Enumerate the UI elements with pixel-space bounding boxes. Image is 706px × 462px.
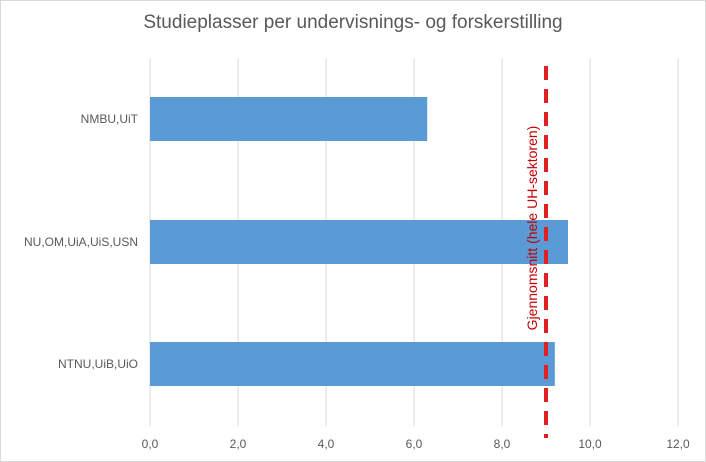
reference-line-group: Gjennomsnitt (hele UH-sektoren)	[524, 66, 548, 438]
x-tick-label: 12,0	[666, 437, 690, 451]
x-tick-label: 2,0	[230, 437, 247, 451]
reference-line-label: Gjennomsnitt (hele UH-sektoren)	[524, 126, 540, 331]
category-label: NMBU,UiT	[81, 112, 139, 126]
bar	[150, 97, 428, 141]
chart-title: Studieplasser per undervisnings- og fors…	[143, 12, 563, 33]
category-labels: NMBU,UiT NU,OM,UiA,UiS,USN NTNU,UiB,UiO	[24, 112, 139, 371]
bar	[150, 342, 555, 386]
x-tick-label: 10,0	[578, 437, 602, 451]
x-tick-label: 6,0	[406, 437, 423, 451]
x-axis-tick-labels: 0,0 2,0 4,0 6,0 8,0 10,0 12,0	[142, 437, 690, 451]
category-label: NU,OM,UiA,UiS,USN	[24, 235, 138, 249]
x-tick-label: 4,0	[318, 437, 335, 451]
bars	[150, 97, 568, 386]
category-label: NTNU,UiB,UiO	[58, 357, 138, 371]
bar	[150, 220, 568, 264]
x-tick-label: 0,0	[142, 437, 159, 451]
x-tick-label: 8,0	[494, 437, 511, 451]
